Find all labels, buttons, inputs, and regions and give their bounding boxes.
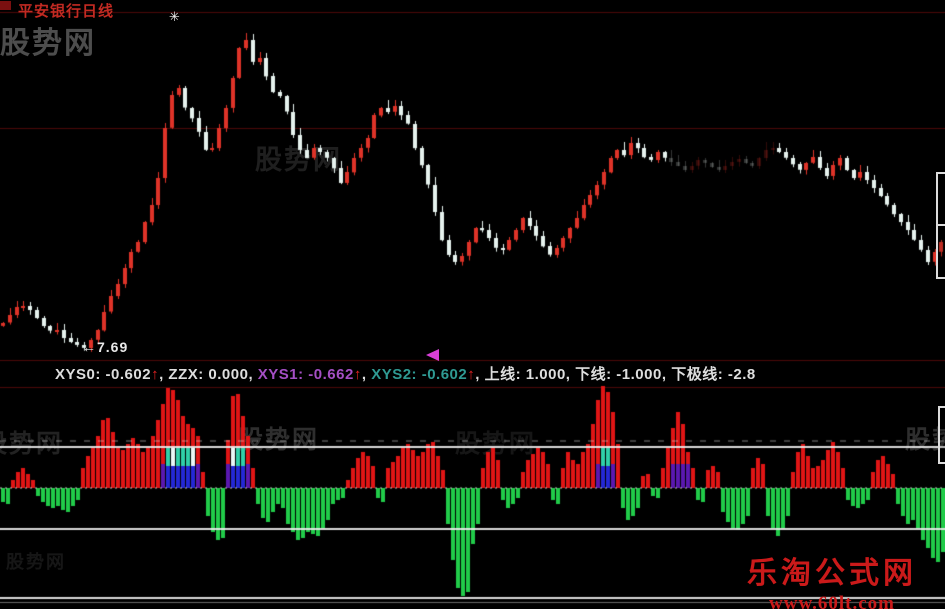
site-watermark-url: www.60lt.com bbox=[769, 593, 895, 609]
param-separator: , bbox=[475, 366, 485, 383]
low-price-label: ←7.69 bbox=[82, 339, 129, 355]
chart-title: 平安银行日线 bbox=[18, 3, 115, 20]
left-triangle-marker-icon bbox=[426, 349, 439, 361]
star-marker-icon: ✳ bbox=[169, 9, 180, 24]
site-watermark: 乐淘公式网 www.60lt.com bbox=[747, 548, 917, 609]
site-watermark-name: 乐淘公式网 bbox=[747, 556, 917, 591]
param-separator: , bbox=[248, 366, 258, 383]
param-separator: , bbox=[159, 366, 169, 383]
param-separator: , bbox=[361, 366, 372, 383]
edge-watermark-box bbox=[936, 224, 945, 279]
param-segment: 下极线: -2.8 bbox=[671, 366, 756, 383]
indicator-parameter-line: XYS0: -0.602↑, ZZX: 0.000, XYS1: -0.662↑… bbox=[55, 363, 945, 384]
up-arrow-icon: ↑ bbox=[467, 366, 476, 383]
edge-watermark-box bbox=[936, 172, 945, 226]
up-arrow-icon: ↑ bbox=[353, 366, 362, 383]
corner-red-chip bbox=[0, 1, 11, 10]
param-segment: 下线: -1.000 bbox=[575, 366, 662, 383]
param-segment: 上线: 1.000 bbox=[484, 366, 566, 383]
param-segment: XYS2: -0.602 bbox=[371, 366, 468, 383]
param-segment: XYS1: -0.662 bbox=[257, 366, 354, 383]
param-separator: , bbox=[661, 366, 672, 383]
param-segment: XYS0: -0.602 bbox=[55, 366, 152, 383]
param-segment: ZZX: 0.000 bbox=[168, 366, 249, 383]
edge-watermark-box bbox=[938, 406, 945, 464]
up-arrow-icon: ↑ bbox=[151, 366, 160, 383]
param-separator: , bbox=[565, 366, 576, 383]
